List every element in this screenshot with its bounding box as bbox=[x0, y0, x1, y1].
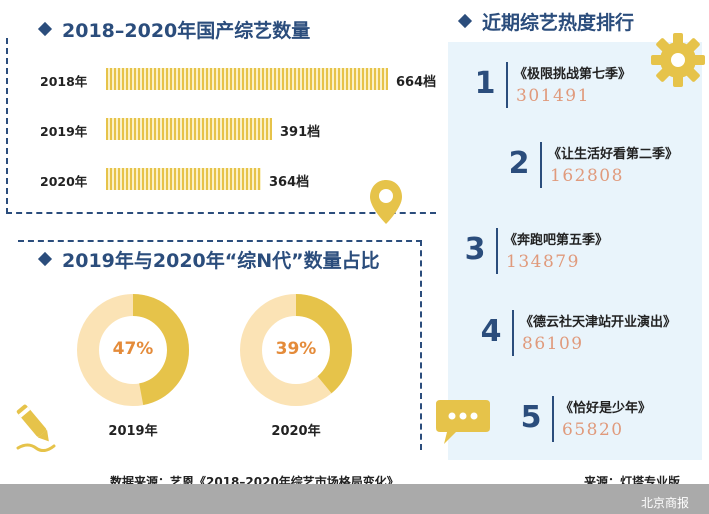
bar bbox=[106, 118, 272, 140]
brand-label: 北京商报 bbox=[641, 496, 690, 510]
donut-chart-title-row: 2019年与2020年“综N代”数量占比 bbox=[37, 246, 380, 273]
bar bbox=[106, 168, 261, 190]
rank-show-name: 《奔跑吧第五季》 bbox=[504, 233, 609, 248]
ranking-panel bbox=[448, 42, 702, 460]
donut-year-label: 2020年 bbox=[271, 424, 321, 439]
rank-divider bbox=[552, 396, 554, 442]
pencil-icon bbox=[16, 404, 56, 452]
rank-number: 5 bbox=[520, 400, 542, 435]
diamond-bullet-icon bbox=[37, 251, 53, 267]
donut-slice bbox=[77, 294, 189, 406]
rank-number: 1 bbox=[474, 66, 496, 101]
bar-category-label: 2018年 bbox=[40, 74, 88, 89]
rank-divider bbox=[512, 310, 514, 356]
rank-divider bbox=[496, 228, 498, 274]
rank-value: 134879 bbox=[506, 252, 580, 272]
rank-divider bbox=[506, 62, 508, 108]
rank-value: 162808 bbox=[550, 166, 624, 186]
bar bbox=[106, 68, 388, 90]
rank-number: 4 bbox=[480, 314, 502, 349]
gear-icon bbox=[651, 33, 705, 87]
donut-chart-frame bbox=[18, 240, 422, 450]
rank-value: 301491 bbox=[516, 86, 590, 106]
donut-value-label: 47% bbox=[112, 339, 154, 359]
bar-chart-title: 2018–2020年国产综艺数量 bbox=[62, 20, 311, 42]
speech-bubble-icon bbox=[436, 400, 490, 444]
map-pin-icon bbox=[370, 180, 402, 224]
donut-year-label: 2019年 bbox=[108, 424, 158, 439]
bar-category-label: 2020年 bbox=[40, 174, 88, 189]
bar-value-label: 364档 bbox=[269, 175, 310, 190]
rank-show-name: 《恰好是少年》 bbox=[560, 401, 652, 416]
rank-number: 2 bbox=[508, 146, 530, 181]
donut-chart-title: 2019年与2020年“综N代”数量占比 bbox=[62, 250, 380, 272]
ranking-title-row: 近期综艺热度排行 bbox=[457, 8, 635, 35]
ranking-title: 近期综艺热度排行 bbox=[482, 12, 635, 34]
donut-chart bbox=[240, 294, 352, 406]
diamond-bullet-icon bbox=[37, 21, 53, 37]
donut-slice bbox=[240, 294, 352, 406]
footer-band bbox=[0, 484, 709, 514]
bar-chart-frame bbox=[6, 38, 436, 214]
bar-chart-title-row: 2018–2020年国产综艺数量 bbox=[37, 16, 311, 43]
rank-number: 3 bbox=[464, 232, 486, 267]
rank-show-name: 《让生活好看第二季》 bbox=[548, 147, 679, 162]
rank-show-name: 《德云社天津站开业演出》 bbox=[520, 315, 677, 330]
rank-divider bbox=[540, 142, 542, 188]
rank-value: 86109 bbox=[522, 334, 584, 354]
bar-value-label: 391档 bbox=[280, 125, 321, 140]
rank-value: 65820 bbox=[562, 420, 624, 440]
donut-value-label: 39% bbox=[275, 339, 317, 359]
bar-value-label: 664档 bbox=[396, 75, 437, 90]
rank-show-name: 《极限挑战第七季》 bbox=[514, 67, 632, 82]
diamond-bullet-icon bbox=[457, 13, 473, 29]
donut-chart bbox=[77, 294, 189, 406]
bar-category-label: 2019年 bbox=[40, 124, 88, 139]
